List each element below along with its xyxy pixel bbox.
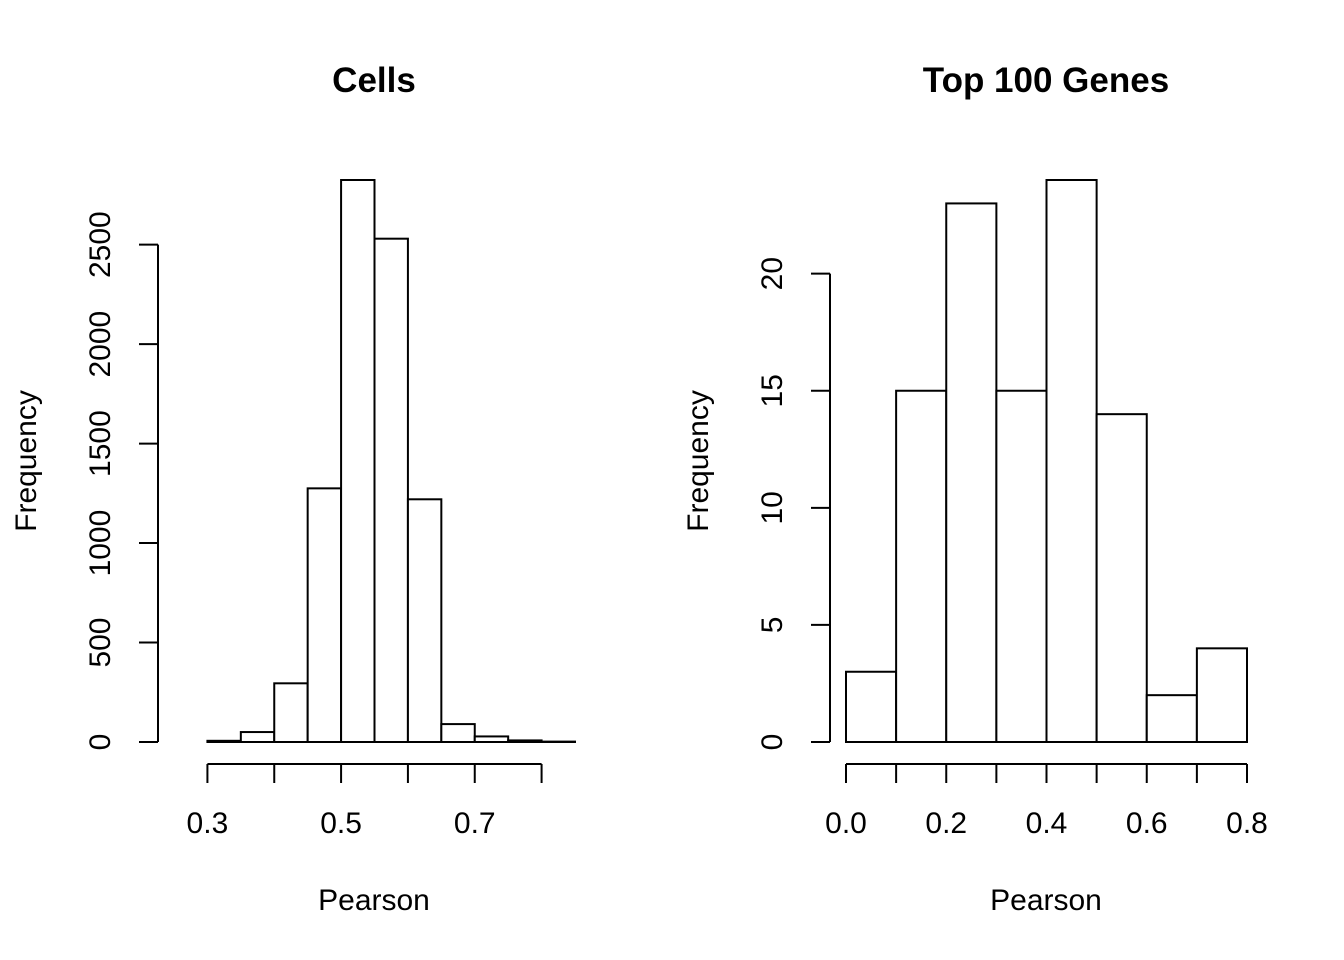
y-tick-label: 5 xyxy=(756,617,789,634)
x-tick-label: 0.4 xyxy=(1026,807,1068,840)
histogram-bar xyxy=(845,670,898,743)
x-tick-label: 0.5 xyxy=(320,807,362,840)
histogram-bar xyxy=(1145,694,1198,744)
y-tick-label: 1500 xyxy=(84,410,117,477)
chart-title: Top 100 Genes xyxy=(923,61,1169,100)
histogram-bar xyxy=(373,237,409,743)
histogram-bar xyxy=(340,179,376,743)
x-axis: 0.0 0.2 0.4 0.6 0.8 xyxy=(825,763,1268,840)
chart-title: Cells xyxy=(332,61,416,100)
histogram-bar xyxy=(895,389,948,743)
panel-cells: Cells Pearson Frequency 0.3 0.5 0.7 0 500 10… xyxy=(10,61,576,917)
y-tick-label: 20 xyxy=(756,257,789,290)
y-tick-label: 2000 xyxy=(84,311,117,378)
histogram-bar xyxy=(945,202,998,743)
y-tick-label: 0 xyxy=(84,734,117,751)
y-tick-label: 2500 xyxy=(84,211,117,278)
histogram-bar xyxy=(273,682,309,744)
y-tick-label: 0 xyxy=(756,734,789,751)
x-tick-label: 0.6 xyxy=(1126,807,1168,840)
y-tick-label: 1000 xyxy=(84,510,117,577)
histogram-bar xyxy=(995,389,1048,743)
x-tick-label: 0.2 xyxy=(925,807,967,840)
histogram-bar xyxy=(239,731,276,744)
y-axis: 0 5 10 15 20 xyxy=(756,257,831,751)
x-axis: 0.3 0.5 0.7 xyxy=(187,763,543,840)
histogram-bar xyxy=(306,487,343,743)
y-tick-label: 10 xyxy=(756,491,789,524)
histogram-bar xyxy=(1195,647,1248,743)
histogram-bar xyxy=(406,498,443,743)
x-tick-label: 0.8 xyxy=(1226,807,1268,840)
y-axis: 0 500 1000 1500 2000 2500 xyxy=(84,211,159,751)
histogram-bar xyxy=(440,723,476,744)
y-axis-label: Frequency xyxy=(682,390,715,532)
y-tick-label: 500 xyxy=(84,617,117,667)
x-tick-label: 0.3 xyxy=(187,807,229,840)
histogram-bar xyxy=(473,735,510,744)
x-tick-label: 0.7 xyxy=(454,807,496,840)
histogram-bar xyxy=(1095,413,1148,743)
x-axis-label: Pearson xyxy=(318,884,430,917)
bars-group xyxy=(206,179,576,744)
histogram-bar xyxy=(1045,179,1098,743)
histogram-bar xyxy=(206,739,242,744)
y-tick-label: 15 xyxy=(756,374,789,407)
histogram-bar xyxy=(507,739,543,744)
x-tick-label: 0.0 xyxy=(825,807,867,840)
x-axis-label: Pearson xyxy=(990,884,1102,917)
bars-group xyxy=(845,179,1248,744)
y-axis-label: Frequency xyxy=(10,390,43,532)
panel-top-100-genes: Top 100 Genes Pearson Frequency 0.0 0.2 0.… xyxy=(682,61,1268,917)
